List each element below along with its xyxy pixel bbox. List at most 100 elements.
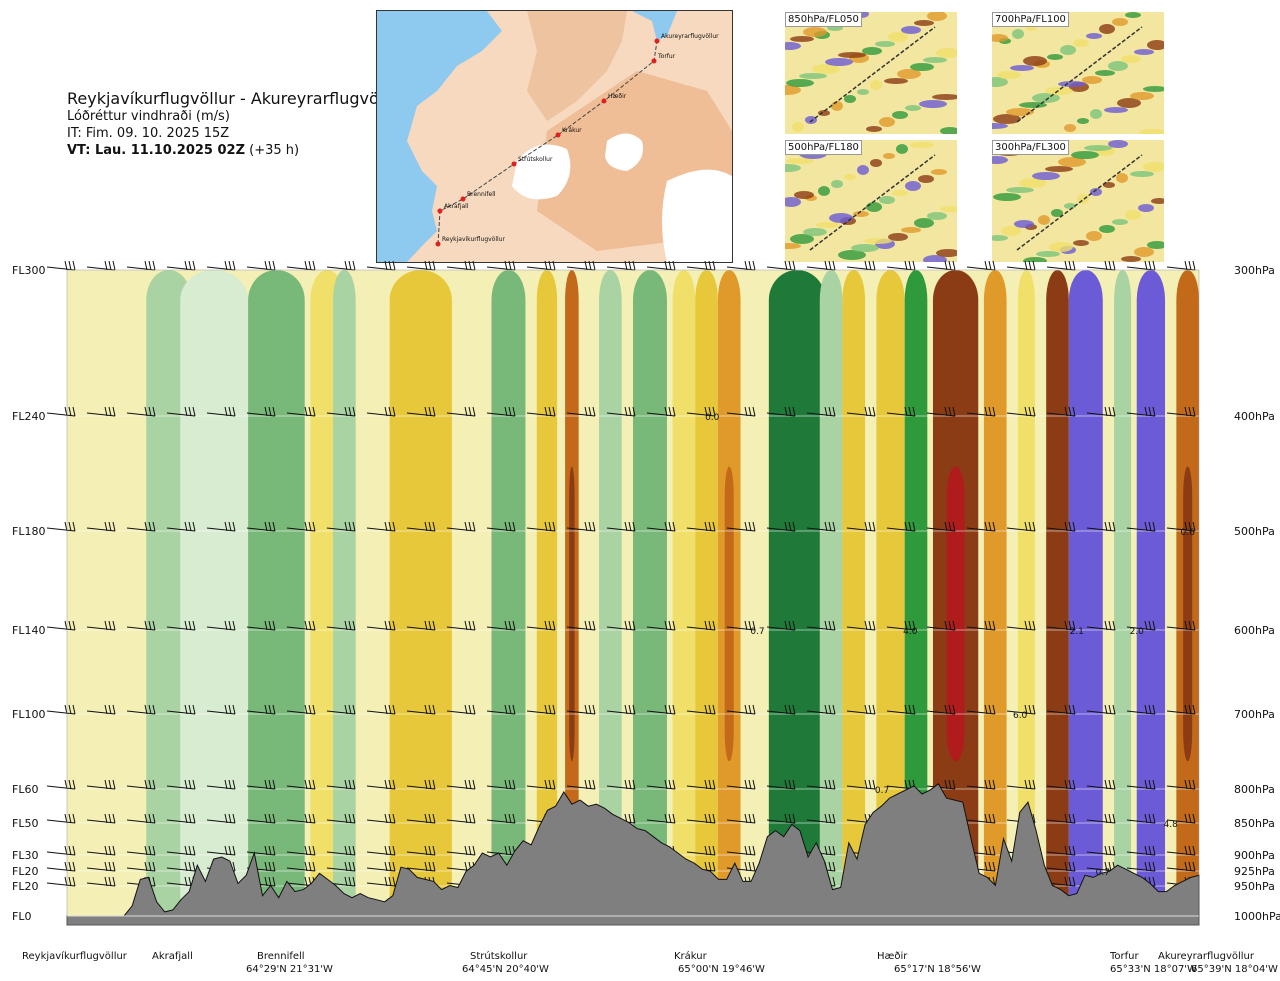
wind-barb-feather — [232, 620, 236, 631]
thumb-blob — [1130, 171, 1154, 177]
wind-barb-feather — [432, 521, 436, 532]
thumb-blob — [785, 197, 801, 207]
thumb-blob — [1151, 198, 1164, 204]
value-label: 0.7 — [750, 627, 764, 637]
thumbnail-850hpa-label: 850hPa/FL050 — [785, 12, 862, 27]
wind-barb-feather — [228, 704, 232, 715]
wind-barb-feather — [224, 521, 228, 532]
wind-barb-feather — [624, 620, 628, 631]
wind-barb-feather — [1068, 620, 1072, 631]
wind-barb-shaft — [1046, 867, 1076, 872]
wind-barb-feather — [664, 813, 668, 824]
thumb-blob — [992, 77, 1008, 87]
wind-barb-feather — [1184, 406, 1188, 417]
wind-barb — [846, 521, 876, 532]
wind-barb-feather — [624, 521, 628, 532]
wind-barb-shaft — [726, 626, 756, 631]
wind-barb-feather — [308, 260, 312, 271]
wind-barb-feather — [304, 406, 308, 417]
wind-barb-feather — [108, 620, 112, 631]
wind-barb-feather — [64, 845, 68, 856]
thumb-blob — [851, 244, 879, 252]
wind-barb-shaft — [246, 412, 276, 417]
thumbnail-850hpa[interactable]: 850hPa/FL050 — [785, 12, 957, 134]
wind-barb-feather — [72, 779, 76, 790]
wind-barb-feather — [352, 704, 356, 715]
wind-barb-feather — [352, 861, 356, 872]
wind-barb-feather — [388, 260, 392, 271]
thumb-blob — [993, 193, 1021, 201]
wind-barb-feather — [152, 779, 156, 790]
terrain-profile — [66, 783, 1200, 926]
wind-barb-feather — [948, 521, 952, 532]
wind-barb-feather — [668, 620, 672, 631]
wind-barb-shaft — [1086, 819, 1116, 824]
wind-barb-feather — [984, 861, 988, 872]
field-band-8 — [491, 270, 526, 925]
wind-barb — [566, 521, 596, 532]
map-glacier-vatnajokull — [662, 169, 732, 262]
wind-barb — [726, 813, 756, 824]
wind-barb-shaft — [406, 867, 436, 872]
wind-barb-feather — [952, 521, 956, 532]
waypoint-coord: 64°29'N 21°31'W — [246, 964, 333, 975]
thumbnail-300hpa[interactable]: 300hPa/FL300 — [992, 140, 1164, 262]
wind-barb-feather — [344, 620, 348, 631]
waypoint-name: Krákur — [674, 951, 707, 962]
wind-barb — [806, 406, 836, 417]
thumb-blob — [1032, 172, 1060, 180]
wind-barb-shaft — [126, 867, 156, 872]
fl-label: FL20 — [12, 880, 38, 893]
map-waypoint-label: Akureyrarflugvöllur — [661, 33, 719, 40]
wind-barb-feather — [72, 521, 76, 532]
wind-barb-shaft — [1046, 819, 1076, 824]
wind-barb-shaft — [526, 626, 556, 631]
wind-barb-shaft — [46, 819, 76, 824]
wind-barb — [206, 704, 236, 715]
wind-barb-feather — [268, 521, 272, 532]
wind-barb-feather — [112, 620, 116, 631]
wind-barb-shaft — [1006, 527, 1036, 532]
wind-barb-feather — [188, 779, 192, 790]
value-label: 2.1 — [1070, 627, 1084, 637]
map-waypoint-label: Strútskollur — [518, 156, 553, 163]
wind-barb-feather — [348, 813, 352, 824]
thumb-blob — [1084, 145, 1112, 151]
thumbnail-850hpa-image — [785, 12, 957, 134]
wind-barb-feather — [912, 260, 916, 271]
fl-label: FL140 — [12, 624, 45, 637]
wind-barb-shaft — [1166, 785, 1196, 790]
wind-barb-feather — [548, 260, 552, 271]
wind-barb-feather — [312, 620, 316, 631]
wind-barb-feather — [828, 845, 832, 856]
wind-barb-feather — [1188, 704, 1192, 715]
wind-barb-feather — [384, 620, 388, 631]
wind-barb-feather — [1192, 845, 1196, 856]
wind-barb-feather — [864, 406, 868, 417]
wind-barb-shaft — [686, 266, 716, 271]
wind-barb-feather — [1148, 704, 1152, 715]
wind-barb-feather — [1024, 779, 1028, 790]
wind-barb-feather — [1104, 704, 1108, 715]
wind-barb-feather — [512, 813, 516, 824]
thumb-blob — [927, 12, 947, 21]
wind-barb — [726, 845, 756, 856]
thumb-blob — [927, 212, 947, 220]
wind-barb-feather — [948, 704, 952, 715]
wind-barb-feather — [268, 406, 272, 417]
wind-barb — [166, 779, 196, 790]
thumbnail-700hpa[interactable]: 700hPa/FL100 — [992, 12, 1164, 134]
thumbnail-500hpa[interactable]: 500hPa/FL180 — [785, 140, 957, 262]
wind-barb-feather — [392, 260, 396, 271]
wind-barb-feather — [268, 779, 272, 790]
wind-barb-feather — [832, 813, 836, 824]
wind-barb-shaft — [326, 266, 356, 271]
wind-barb-feather — [744, 620, 748, 631]
hpa-label: 500hPa — [1234, 525, 1275, 538]
wind-barb-shaft — [1126, 867, 1156, 872]
wind-barb-feather — [184, 861, 188, 872]
map-waypoint-label: Akrafjall — [444, 203, 469, 210]
wind-barb-feather — [712, 813, 716, 824]
thumb-blob — [1023, 257, 1047, 262]
wind-barb — [1166, 861, 1196, 872]
